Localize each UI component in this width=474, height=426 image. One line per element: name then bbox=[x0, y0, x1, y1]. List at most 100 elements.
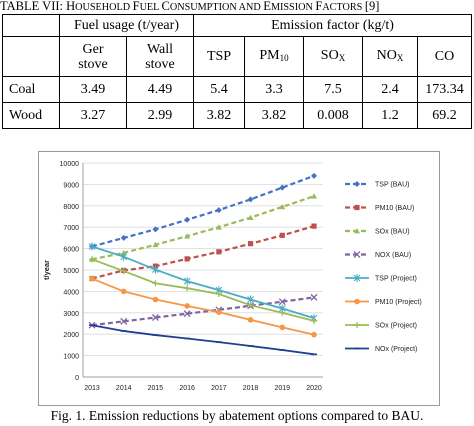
point-tsp-bau-2019 bbox=[279, 184, 286, 191]
legend-label-sox-project: SOx (Project) bbox=[375, 323, 417, 330]
legend-marker-tsp-bau bbox=[354, 181, 360, 187]
fuel-emission-table: Fuel usage (t/year) Emission factor (kg/… bbox=[2, 14, 472, 129]
legend-marker-sox-project bbox=[354, 322, 360, 328]
table-title-word-3: MISSION bbox=[270, 2, 316, 13]
figure-caption-text: Emission reductions by abatement options… bbox=[88, 408, 424, 423]
series-line-sox-project bbox=[91, 258, 315, 322]
y-tick-label-7000: 7000 bbox=[63, 225, 79, 232]
point-sox-project-2014 bbox=[120, 268, 127, 275]
wood-pm10: 3.82 bbox=[244, 102, 304, 129]
point-pm10-project-2018 bbox=[247, 317, 254, 323]
wood-tsp: 3.82 bbox=[193, 102, 245, 129]
wood-co: 69.2 bbox=[417, 102, 472, 129]
pm10-header-sub: 10 bbox=[279, 52, 289, 63]
wall-stove-header-line2: stove bbox=[145, 56, 175, 72]
point-tsp-project-2016 bbox=[183, 277, 191, 286]
legend-label-pm10-project: PM10 (Project) bbox=[375, 299, 422, 306]
series-line-tsp-project bbox=[91, 245, 315, 320]
x-tick-label-2016: 2016 bbox=[179, 385, 195, 392]
point-tsp-project-2018 bbox=[247, 295, 254, 304]
point-tsp-bau-2016 bbox=[184, 216, 191, 223]
table-title-ref: [9] bbox=[364, 0, 380, 13]
table-title-cap-2: C bbox=[161, 0, 170, 13]
sox-header-sub: X bbox=[338, 52, 346, 63]
series-line-tsp-bau bbox=[91, 174, 315, 248]
table-row-wood: Wood 3.27 2.99 3.82 3.82 0.008 1.2 69.2 bbox=[2, 102, 472, 129]
coal-ger-stove: 3.49 bbox=[59, 76, 127, 103]
point-sox-project-2017 bbox=[215, 290, 222, 297]
point-tsp-bau-2018 bbox=[247, 196, 254, 203]
x-tick-label-2018: 2018 bbox=[243, 385, 259, 392]
point-pm10-project-2014 bbox=[120, 288, 127, 295]
point-pm10-bau-2020 bbox=[311, 223, 317, 229]
point-tsp-bau-2017 bbox=[215, 207, 222, 214]
point-sox-project-2015 bbox=[152, 280, 159, 287]
tsp-header: TSP bbox=[193, 36, 245, 77]
x-tick-label-2017: 2017 bbox=[211, 385, 227, 392]
series-line-pm10-bau bbox=[91, 225, 315, 280]
table-sub-header-row: Ger stove Wall stove TSP PM10 SOX NOX CO bbox=[2, 36, 472, 77]
point-pm10-project-2013 bbox=[89, 275, 95, 282]
point-pm10-project-2017 bbox=[216, 309, 222, 315]
point-pm10-bau-2018 bbox=[247, 241, 254, 247]
legend-marker-pm10-bau bbox=[354, 204, 360, 211]
pm10-header-base: PM bbox=[259, 47, 280, 63]
ger-stove-header-line2: stove bbox=[78, 56, 108, 72]
nox-header-base: NO bbox=[376, 47, 397, 63]
table-corner-cell bbox=[2, 14, 60, 37]
table-title-word-0: OUSEHOLD bbox=[75, 2, 133, 13]
ger-stove-header: Ger stove bbox=[59, 36, 127, 77]
co-header: CO bbox=[417, 36, 472, 77]
y-tick-label-4000: 4000 bbox=[63, 289, 79, 296]
point-tsp-bau-2014 bbox=[120, 234, 127, 241]
wood-sox: 0.008 bbox=[303, 102, 363, 129]
point-sox-project-2016 bbox=[184, 285, 191, 292]
table-title-cap-3: E bbox=[263, 0, 271, 13]
legend-marker-sox-bau bbox=[354, 228, 360, 234]
coal-co: 173.34 bbox=[417, 76, 472, 103]
emission-factor-header: Emission factor (kg/t) bbox=[193, 14, 472, 37]
wall-stove-header: Wall stove bbox=[126, 36, 194, 77]
point-pm10-project-2019 bbox=[279, 324, 286, 331]
figure-caption: Fig. 1. Emission reductions by abatement… bbox=[0, 408, 474, 424]
series-line-nox-bau bbox=[91, 296, 315, 327]
point-pm10-project-2015 bbox=[152, 296, 159, 303]
coal-pm10: 3.3 bbox=[244, 76, 304, 103]
y-tick-label-1000: 1000 bbox=[63, 354, 79, 361]
point-pm10-project-2016 bbox=[184, 303, 190, 309]
point-sox-bau-2017 bbox=[215, 224, 222, 230]
x-tick-label-2015: 2015 bbox=[148, 385, 164, 392]
row-label-wood: Wood bbox=[2, 102, 60, 129]
point-sox-project-2019 bbox=[279, 309, 286, 316]
legend-marker-nox-bau bbox=[353, 251, 361, 258]
nox-header: NOX bbox=[362, 36, 418, 77]
y-tick-label-8000: 8000 bbox=[63, 204, 79, 211]
table-title-cap-1: F bbox=[132, 0, 140, 13]
row-label-coal: Coal bbox=[2, 76, 60, 103]
wall-stove-header-line1: Wall bbox=[146, 41, 174, 57]
point-sox-bau-2016 bbox=[184, 233, 191, 239]
pm10-header: PM10 bbox=[244, 36, 304, 77]
point-tsp-project-2014 bbox=[120, 252, 128, 261]
x-tick-label-2014: 2014 bbox=[116, 385, 132, 392]
table-corner-cell-2 bbox=[2, 36, 60, 77]
table-title-cap-4: F bbox=[315, 0, 323, 13]
table-title-word-1: UEL bbox=[139, 2, 162, 13]
point-nox-bau-2019 bbox=[278, 298, 286, 306]
table-title-cap-0: H bbox=[66, 0, 76, 13]
table-title: TABLE VII: HOUSEHOLD FUEL CONSUMPTION AN… bbox=[0, 0, 474, 14]
table-group-header-row: Fuel usage (t/year) Emission factor (kg/… bbox=[2, 14, 472, 37]
emission-chart: 0 1000 2000 3000 4000 5000 6000 7000 8000 9000 100… bbox=[38, 151, 440, 406]
point-nox-bau-2014 bbox=[120, 317, 128, 325]
point-sox-bau-2014 bbox=[120, 249, 127, 256]
point-sox-project-2018 bbox=[247, 302, 254, 309]
point-nox-bau-2016 bbox=[183, 310, 191, 318]
point-sox-bau-2018 bbox=[247, 214, 254, 220]
point-tsp-project-2013 bbox=[88, 242, 96, 251]
point-tsp-bau-2015 bbox=[152, 226, 159, 233]
table-title-word-2: ONSUMPTION AND bbox=[169, 2, 264, 13]
point-sox-project-2013 bbox=[89, 256, 95, 263]
coal-nox: 2.4 bbox=[362, 76, 418, 103]
y-tick-label-6000: 6000 bbox=[63, 247, 79, 254]
point-sox-bau-2020 bbox=[311, 193, 317, 199]
